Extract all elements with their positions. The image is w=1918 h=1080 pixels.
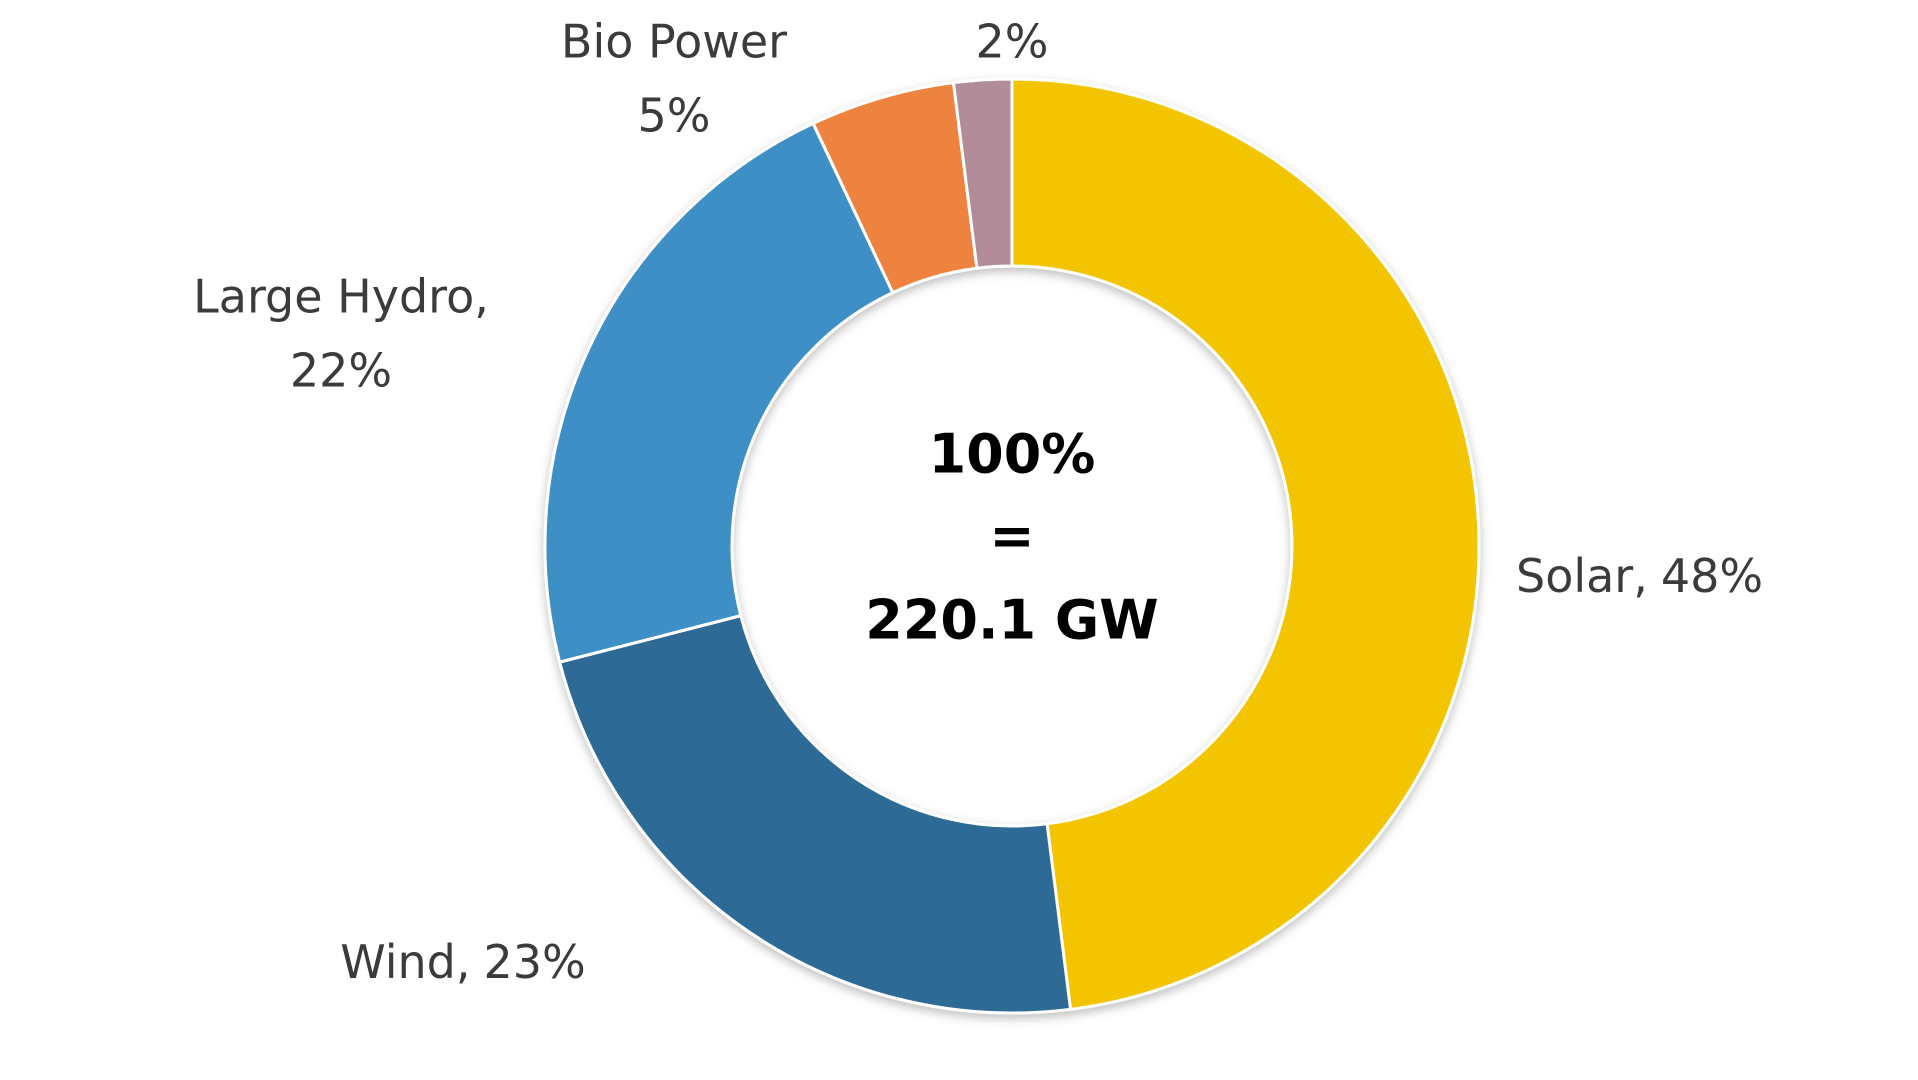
donut	[543, 77, 1481, 1015]
category-label: Large Hydro,	[193, 270, 489, 324]
center-text: 220.1 GW	[865, 589, 1159, 652]
value-label: 2%	[976, 15, 1049, 69]
value-label: 5%	[638, 89, 711, 143]
category-label: Wind,	[340, 935, 470, 989]
slice-label: Solar, 48%	[1516, 549, 1763, 603]
value-label: 48%	[1661, 549, 1763, 603]
value-label: 22%	[290, 344, 392, 398]
center-text: 100%	[929, 423, 1096, 486]
slice	[543, 121, 895, 664]
slice-label: Wind, 23%	[340, 935, 585, 989]
center-text: =	[989, 505, 1034, 568]
slice	[557, 613, 1073, 1015]
category-label: Bio Power	[561, 15, 787, 69]
slice	[951, 77, 1014, 270]
category-label: Solar,	[1516, 549, 1648, 603]
slice	[1010, 77, 1481, 1011]
value-label: 23%	[483, 935, 585, 989]
